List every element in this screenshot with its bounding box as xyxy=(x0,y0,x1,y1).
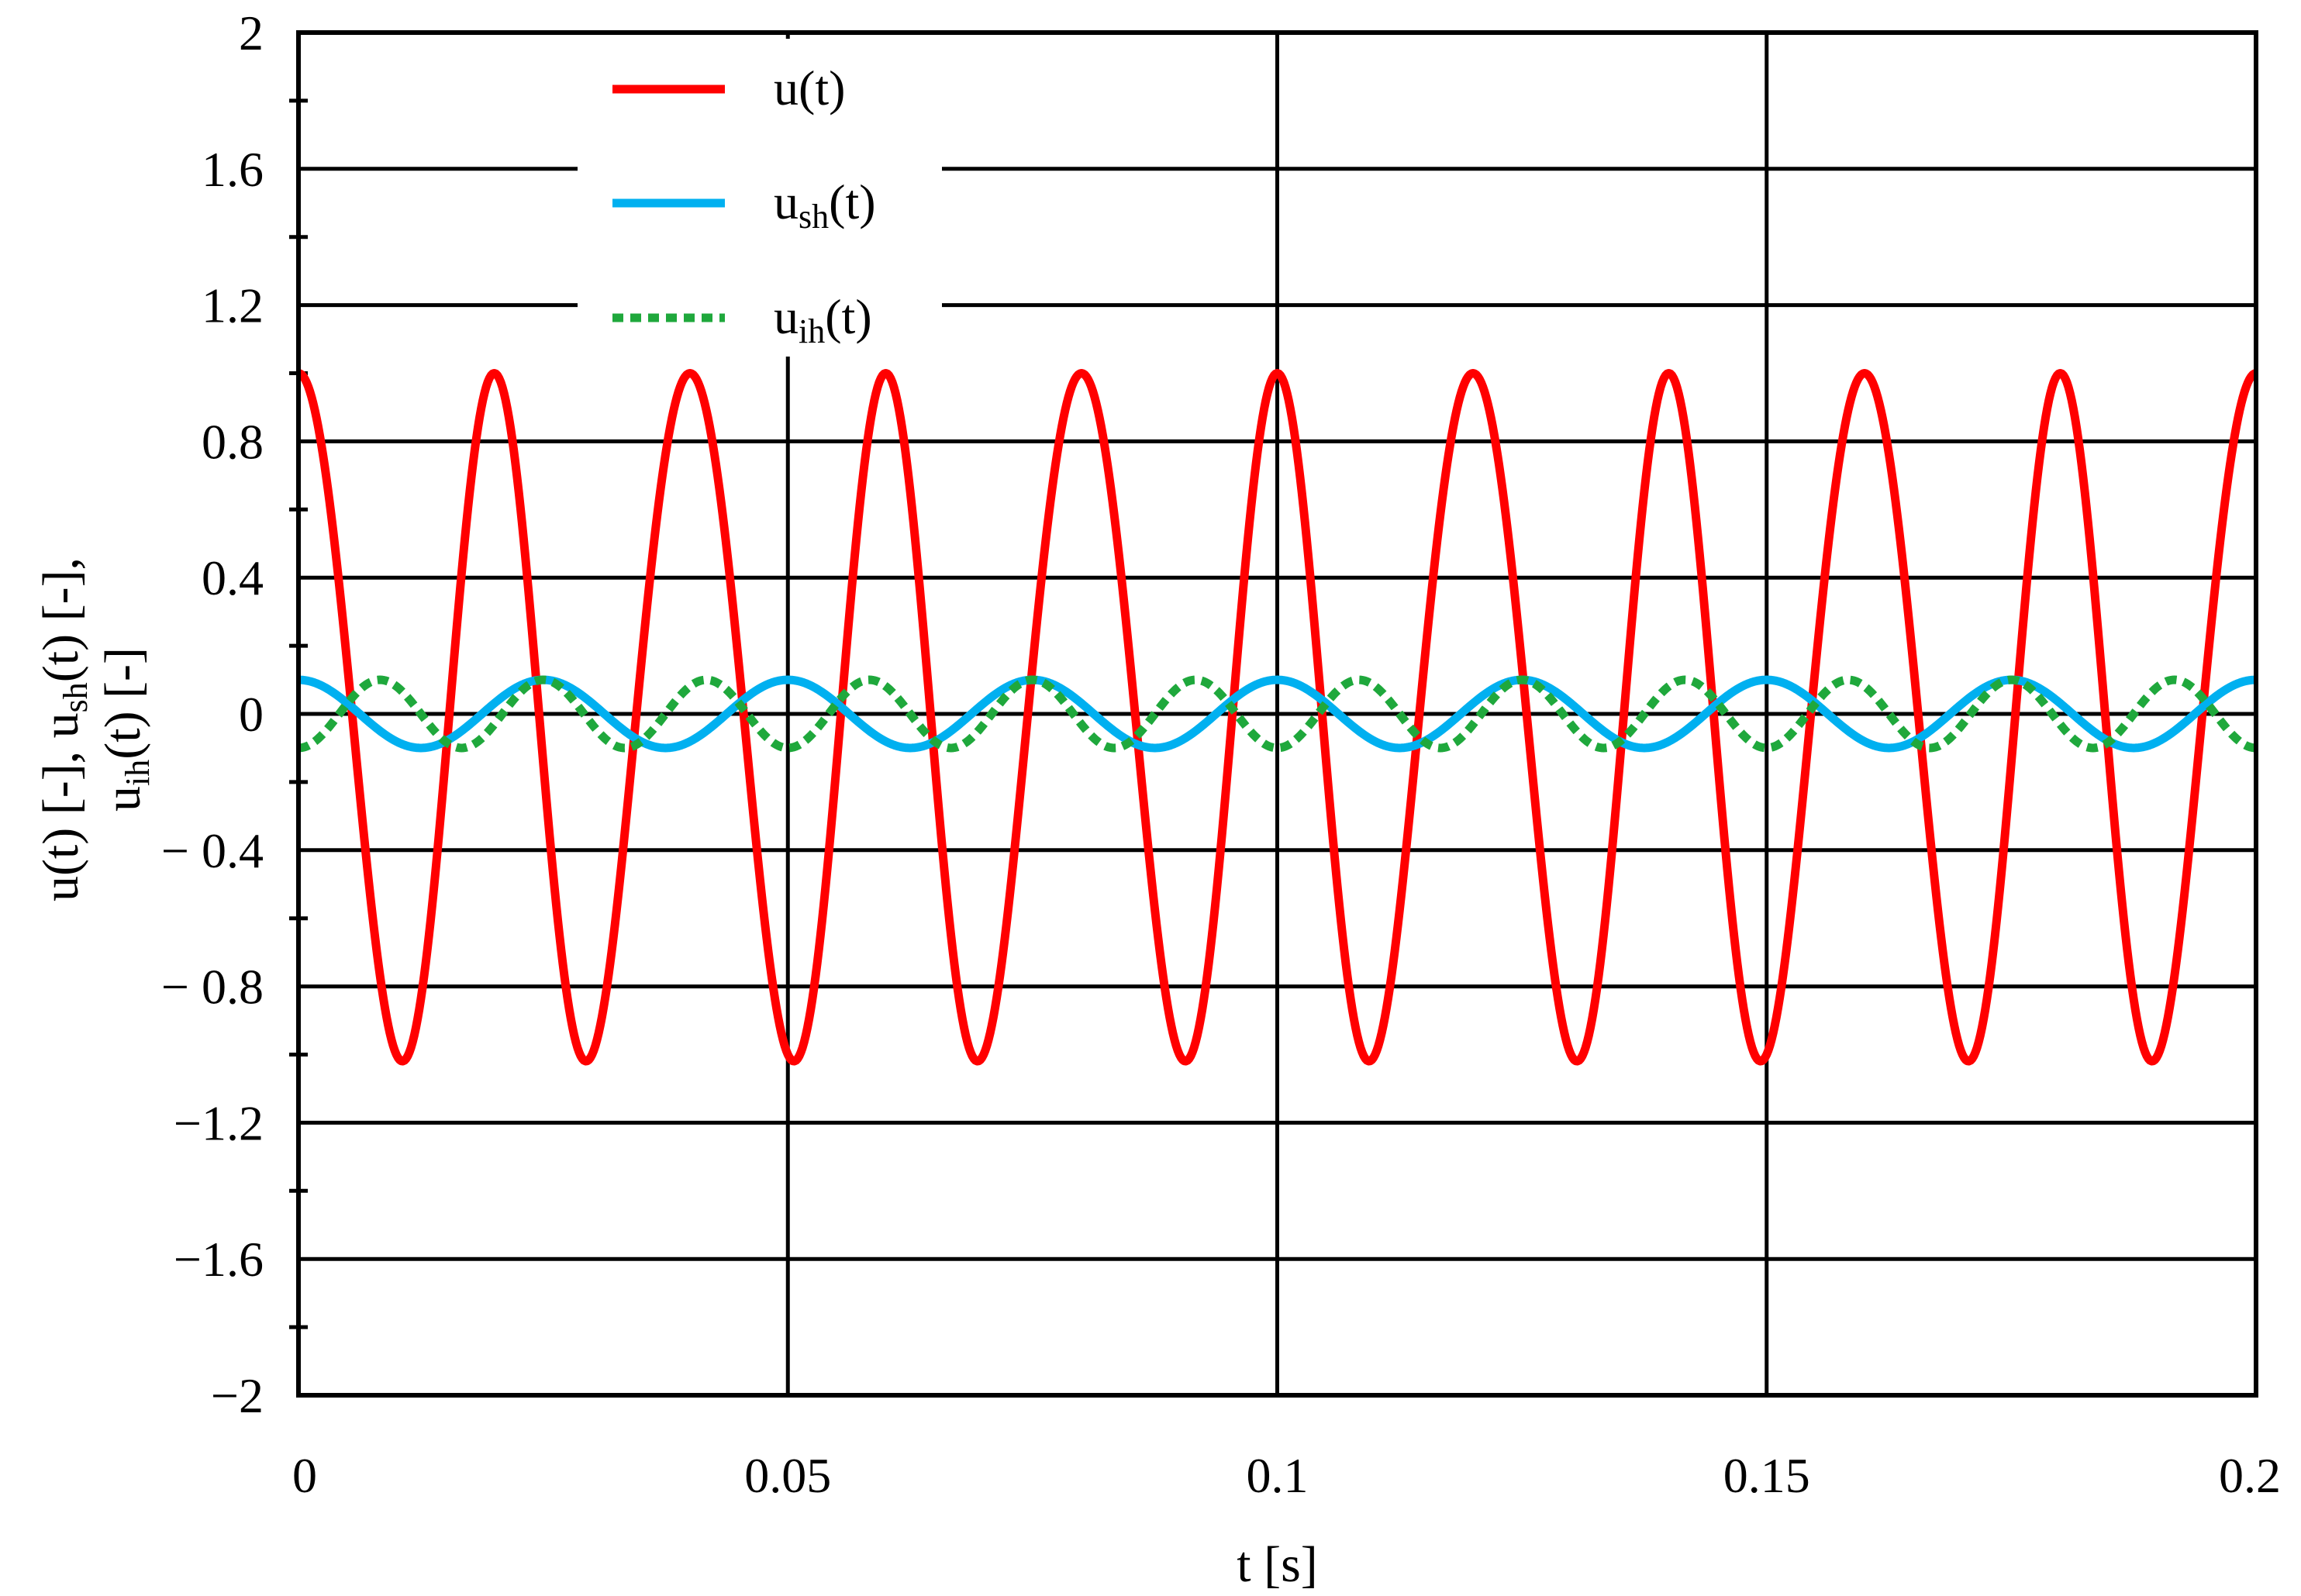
legend: u(t)ush(t)uih(t) xyxy=(578,39,942,357)
y-tick-label: − 0.8 xyxy=(161,960,264,1015)
x-axis-label: t [s] xyxy=(1237,1536,1317,1593)
y-tick-label: 1.2 xyxy=(202,278,264,333)
y-tick-label: −2 xyxy=(211,1368,264,1423)
legend-label-u: u(t) xyxy=(774,60,845,115)
y-axis-label: u(t) [-], ush(t) [-],uih(t) [-] xyxy=(33,557,157,901)
series-line-ush xyxy=(295,675,2259,753)
y-tick-label: 0.4 xyxy=(202,550,264,605)
y-tick-label: − 0.4 xyxy=(161,823,264,878)
y-tick-label: −1.6 xyxy=(174,1232,264,1287)
x-tick-label: 0.2 xyxy=(2219,1448,2281,1503)
x-tick-label: 0.05 xyxy=(744,1448,831,1503)
y-axis-label-line-1: u(t) [-], ush(t) [-], xyxy=(33,557,95,901)
y-axis-label-line-2: uih(t) [-] xyxy=(95,647,157,812)
y-tick-label: 2 xyxy=(239,5,264,60)
plot-border xyxy=(296,30,2258,1398)
y-tick-label: 1.6 xyxy=(202,142,264,197)
series-line-u xyxy=(295,369,2259,1066)
series-line-uih xyxy=(295,675,2259,753)
series-lines xyxy=(295,369,2259,1066)
x-tick-label: 0.1 xyxy=(1247,1448,1309,1503)
plot-frame xyxy=(296,30,2258,1398)
y-tick-label: 0.8 xyxy=(202,414,264,469)
y-tick-label: −1.2 xyxy=(174,1095,264,1150)
y-tick-label: 0 xyxy=(239,687,264,742)
x-tick-label: 0 xyxy=(292,1448,317,1503)
x-tick-label: 0.15 xyxy=(1723,1448,1810,1503)
tick-labels: 2 1.6 1.2 0.8 0.4 0 − 0.4 − 0.8 −1.2 −1.6 −2 0 0.05 0… xyxy=(161,5,2281,1503)
